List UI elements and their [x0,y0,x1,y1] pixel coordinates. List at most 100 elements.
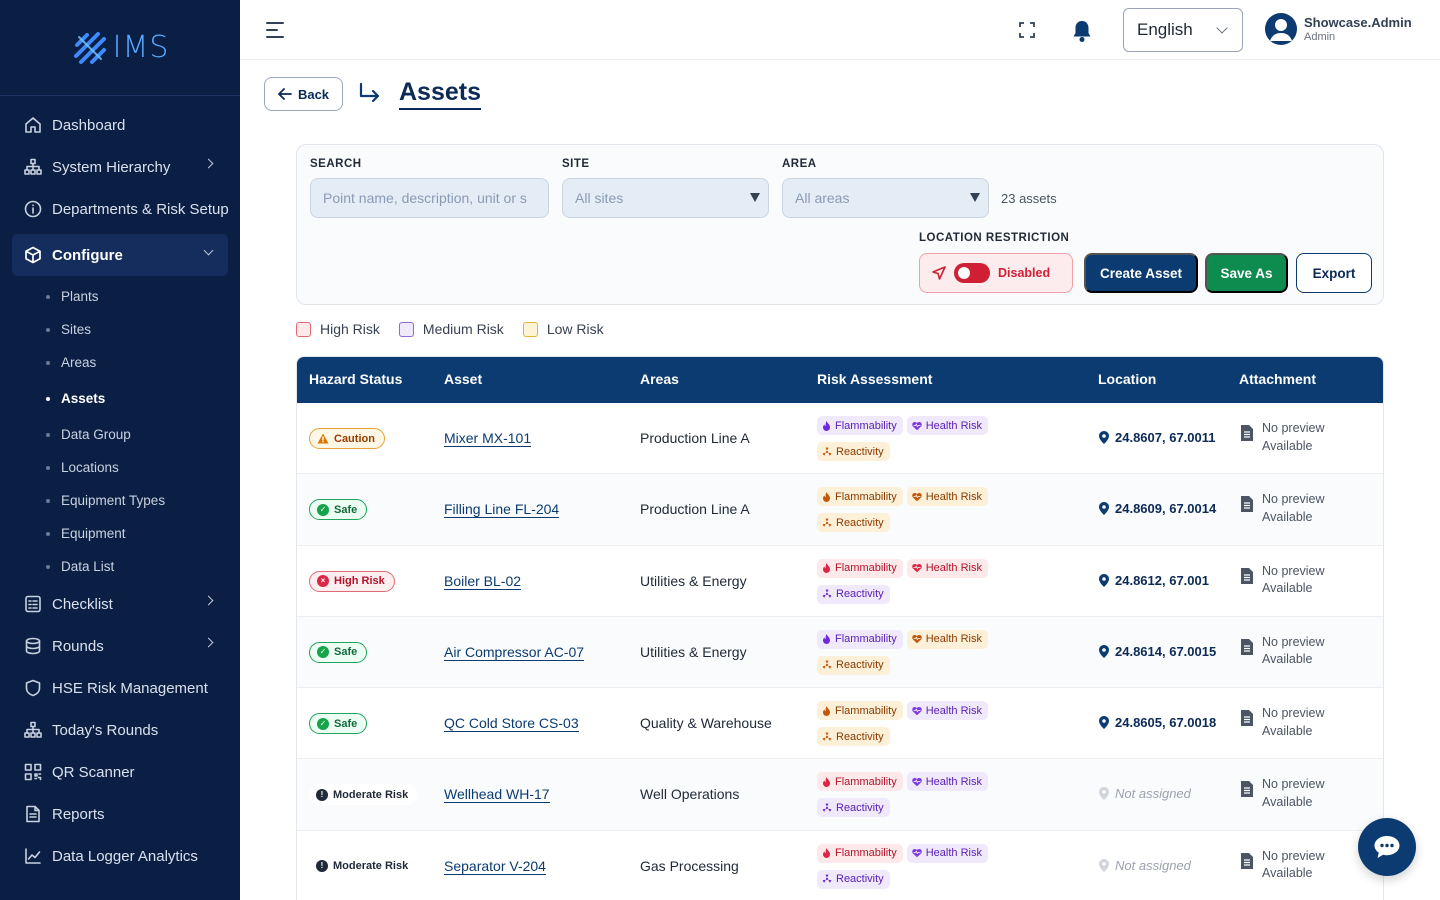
site-select[interactable]: All sites [562,178,769,218]
info-icon [24,200,42,218]
heart-pulse-icon [911,635,922,644]
map-pin-icon [1099,787,1109,801]
fullscreen-icon[interactable] [1019,22,1035,38]
col-hazard-status[interactable]: Hazard Status [309,371,403,387]
sidebar-subitem-label: Sites [61,322,92,337]
bullet-icon [46,465,50,470]
sidebar-subitem-equipment-types[interactable]: Equipment Types [0,484,240,517]
user-menu[interactable]: Showcase.Admin Admin [1265,13,1412,45]
sidebar-subitem-label: Data Group [61,427,131,442]
attachment-cell[interactable]: No preview Available [1241,491,1325,526]
asset-link[interactable]: Filling Line FL-204 [444,501,560,519]
sidebar-subitem-data-list[interactable]: Data List [0,550,240,583]
col-attachment[interactable]: Attachment [1239,371,1317,387]
sidebar-subitem-plants[interactable]: Plants [0,280,240,313]
col-areas[interactable]: Areas [640,371,679,387]
sidebar-subitem-equipment[interactable]: Equipment [0,517,240,550]
sidebar-item-data-logger-analytics[interactable]: Data Logger Analytics [0,835,240,877]
search-input[interactable]: Point name, description, unit or s [310,178,549,218]
chevron-right-icon [203,595,214,606]
asset-link[interactable]: Boiler BL-02 [444,572,522,590]
attachment-cell[interactable]: No preview Available [1241,634,1325,669]
attachment-line: No preview [1262,421,1325,435]
toggle-switch[interactable] [954,263,990,283]
bullet-icon [46,564,50,569]
hazard-status-text: High Risk [334,575,385,588]
attachment-cell[interactable]: No preview Available [1241,563,1325,598]
col-asset[interactable]: Asset [444,371,483,387]
user-icon [1270,19,1292,41]
sidebar-item-hse-risk-management[interactable]: HSE Risk Management [0,667,240,709]
risk-chip-label: Reactivity [836,445,884,458]
attachment-line: No preview [1262,848,1325,863]
menu-toggle-icon[interactable] [266,22,284,38]
area-select[interactable]: All areas [782,178,989,218]
table-row[interactable]: Caution Mixer MX-101 Production Line A Flam… [297,403,1383,475]
table-row[interactable]: × High Risk Boiler BL-02 Utilities & Energy… [297,546,1383,617]
location-cell[interactable]: 24.8612, 67.001 [1099,573,1209,588]
language-select[interactable]: English [1123,8,1243,52]
asset-link[interactable]: Mixer MX-101 [444,430,532,447]
sidebar-item-reports[interactable]: Reports [0,793,240,835]
logo-text: IMS [112,30,170,65]
back-button[interactable]: Back [264,77,343,111]
sidebar-subitem-data-group[interactable]: Data Group [0,418,240,451]
sidebar-item-dashboard[interactable]: Dashboard [0,104,240,146]
map-pin-icon [1099,716,1109,730]
col-location[interactable]: Location [1098,371,1157,387]
app-logo[interactable]: IMS [0,0,240,96]
sidebar-item-configure[interactable]: Configure [12,234,228,276]
risk-chip-label: Flammability [835,775,897,788]
asset-link[interactable]: Air Compressor AC-07 [444,643,585,661]
location-cell[interactable]: 24.8607, 67.0011 [1099,430,1216,445]
save-as-button[interactable]: Save As [1205,253,1288,293]
table-row[interactable]: ! Moderate Risk Separator V-204 Gas Process… [297,831,1383,900]
table-row[interactable]: ✓ Safe Filling Line FL-204 Production Line … [297,474,1383,546]
table-row[interactable]: ! Moderate Risk Wellhead WH-17 Well Operati… [297,759,1383,831]
user-name: Showcase.Admin [1304,15,1412,30]
attachment-line: Available [1262,866,1313,881]
sidebar-subitem-assets[interactable]: Assets [0,379,240,418]
sidebar-item-checklist[interactable]: Checklist [0,583,240,625]
site-value: All sites [575,190,624,206]
sidebar-icon-wrap [24,246,42,264]
location-cell[interactable]: 24.8609, 67.0014 [1099,501,1216,516]
table-row[interactable]: ✓ Safe QC Cold Store CS-03 Quality & Wareho… [297,688,1383,760]
risk-legend: High Risk Medium Risk Low Risk [296,321,623,337]
attachment-line: No preview [1262,634,1325,649]
attachment-cell[interactable]: No preview Available [1241,848,1325,883]
sidebar-subitem-locations[interactable]: Locations [0,451,240,484]
attachment-cell[interactable]: No preview Available [1241,776,1325,811]
table-row[interactable]: ✓ Safe Air Compressor AC-07 Utilities & Ene… [297,616,1383,689]
sidebar-item-system-hierarchy[interactable]: System Hierarchy [0,146,240,188]
attachment-cell[interactable]: No preview Available [1241,420,1325,455]
attachment-cell[interactable]: No preview Available [1241,705,1325,740]
radiation-icon [822,518,832,527]
attachment-line: Available [1262,652,1313,667]
risk-chip-label: Health Risk [925,704,982,717]
asset-link[interactable]: Separator V-204 [444,857,546,875]
create-asset-button[interactable]: Create Asset [1084,253,1198,293]
col-risk-assessment[interactable]: Risk Assessment [817,371,933,387]
export-button[interactable]: Export [1296,253,1372,293]
asset-link[interactable]: Wellhead WH-17 [444,786,550,804]
flame-icon [823,848,830,859]
sidebar-item-qr-scanner[interactable]: QR Scanner [0,751,240,793]
risk-chip-health-risk: Health Risk [906,629,988,649]
sidebar-item-today-s-rounds[interactable]: Today's Rounds [0,709,240,751]
sidebar-item-departments-and-risk-setup[interactable]: Departments & Risk Setup [0,188,240,230]
file-icon [1241,425,1253,441]
location-restriction-toggle[interactable]: Disabled [919,253,1073,293]
hazard-status-badge: ✓ Safe [309,713,368,735]
location-cell[interactable]: 24.8605, 67.0018 [1099,715,1216,730]
location-cell[interactable]: 24.8614, 67.0015 [1099,644,1216,659]
chat-button[interactable] [1358,818,1416,876]
chevron-right-icon [203,158,214,169]
risk-chip-label: Health Risk [925,419,982,432]
sidebar-subitem-sites[interactable]: Sites [0,313,240,346]
area-text: Gas Processing [640,857,739,874]
sidebar-subitem-areas[interactable]: Areas [0,346,240,379]
asset-link[interactable]: QC Cold Store CS-03 [444,715,579,733]
notification-bell-icon[interactable] [1071,19,1093,43]
sidebar-item-rounds[interactable]: Rounds [0,625,240,667]
